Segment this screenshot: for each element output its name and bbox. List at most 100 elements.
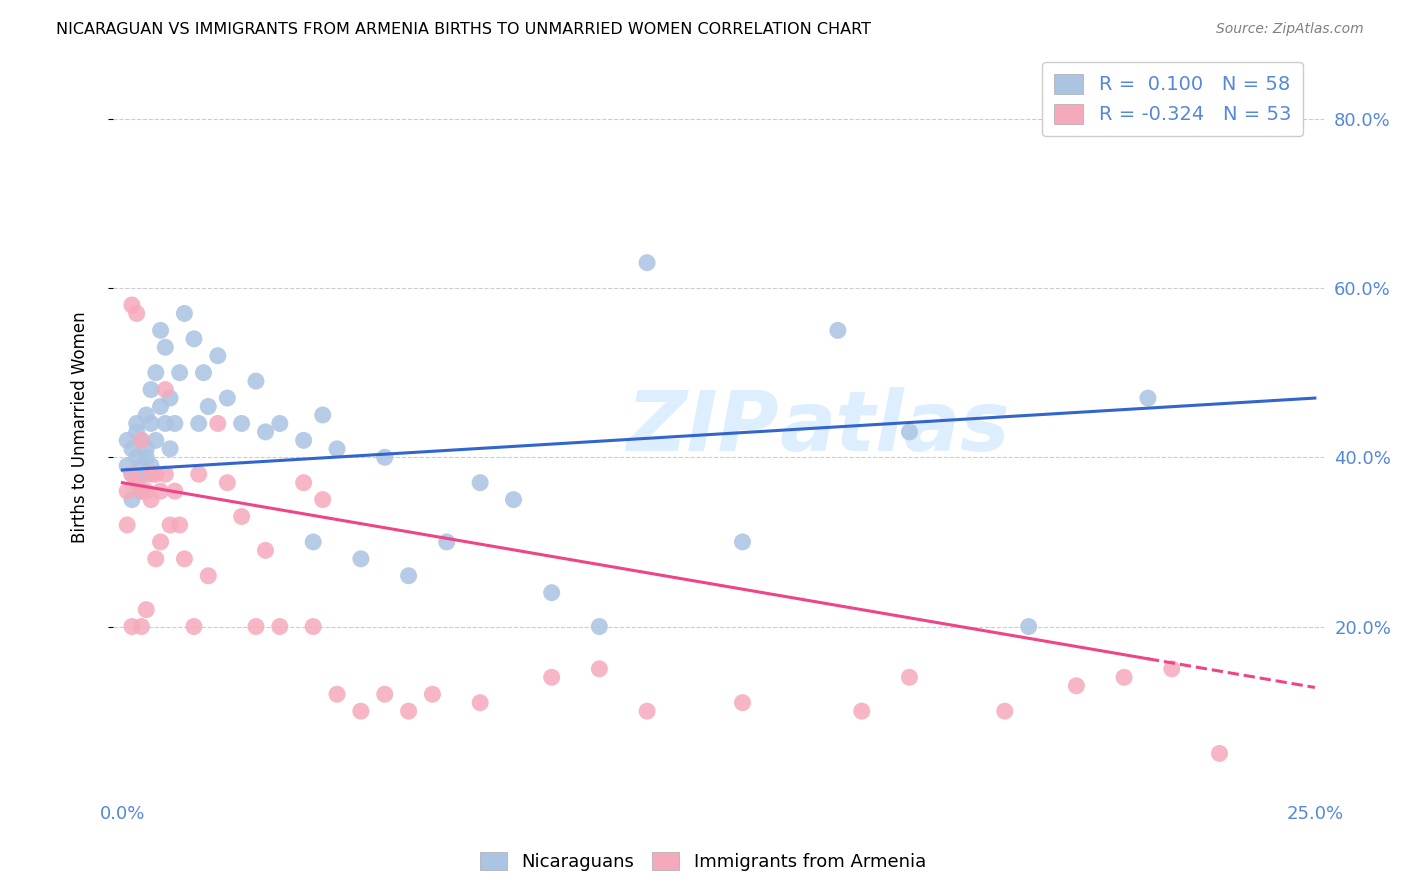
Point bbox=[269, 619, 291, 633]
Point bbox=[145, 434, 167, 448]
Point bbox=[245, 374, 267, 388]
Legend: Nicaraguans, Immigrants from Armenia: Nicaraguans, Immigrants from Armenia bbox=[472, 845, 934, 879]
Point bbox=[1066, 679, 1088, 693]
Point bbox=[350, 551, 373, 566]
Point bbox=[588, 619, 610, 633]
Point bbox=[302, 535, 325, 549]
Point bbox=[350, 704, 373, 718]
Point bbox=[217, 391, 239, 405]
Point bbox=[1112, 670, 1135, 684]
Point bbox=[636, 255, 658, 269]
Point bbox=[125, 475, 148, 490]
Point bbox=[135, 408, 157, 422]
Text: Source: ZipAtlas.com: Source: ZipAtlas.com bbox=[1216, 22, 1364, 37]
Point bbox=[1136, 391, 1159, 405]
Legend: R =  0.100   N = 58, R = -0.324   N = 53: R = 0.100 N = 58, R = -0.324 N = 53 bbox=[1042, 62, 1302, 136]
Point bbox=[374, 450, 396, 465]
Point bbox=[121, 467, 143, 482]
Point bbox=[540, 585, 562, 599]
Point bbox=[540, 670, 562, 684]
Point bbox=[149, 323, 172, 337]
Point bbox=[731, 696, 754, 710]
Point bbox=[115, 458, 138, 473]
Point bbox=[163, 417, 186, 431]
Point bbox=[269, 417, 291, 431]
Point bbox=[135, 602, 157, 616]
Point bbox=[139, 492, 162, 507]
Point bbox=[131, 458, 153, 473]
Point bbox=[254, 425, 277, 439]
Point bbox=[326, 442, 349, 456]
Y-axis label: Births to Unmarried Women: Births to Unmarried Women bbox=[72, 312, 89, 543]
Point bbox=[217, 475, 239, 490]
Point bbox=[145, 551, 167, 566]
Text: NICARAGUAN VS IMMIGRANTS FROM ARMENIA BIRTHS TO UNMARRIED WOMEN CORRELATION CHAR: NICARAGUAN VS IMMIGRANTS FROM ARMENIA BI… bbox=[56, 22, 872, 37]
Point bbox=[1208, 747, 1230, 761]
Point bbox=[139, 383, 162, 397]
Point bbox=[149, 484, 172, 499]
Point bbox=[121, 467, 143, 482]
Point bbox=[326, 687, 349, 701]
Point bbox=[254, 543, 277, 558]
Point bbox=[155, 383, 177, 397]
Point bbox=[139, 458, 162, 473]
Point bbox=[121, 298, 143, 312]
Point bbox=[994, 704, 1017, 718]
Point bbox=[183, 619, 205, 633]
Point bbox=[131, 484, 153, 499]
Point bbox=[115, 518, 138, 533]
Point bbox=[1160, 662, 1182, 676]
Point bbox=[121, 442, 143, 456]
Point bbox=[312, 408, 335, 422]
Point bbox=[231, 509, 253, 524]
Point bbox=[302, 619, 325, 633]
Point bbox=[292, 434, 315, 448]
Point bbox=[131, 484, 153, 499]
Point bbox=[125, 417, 148, 431]
Point bbox=[827, 323, 849, 337]
Point bbox=[155, 417, 177, 431]
Point bbox=[159, 391, 181, 405]
Point bbox=[139, 467, 162, 482]
Point bbox=[159, 518, 181, 533]
Point bbox=[131, 434, 153, 448]
Point bbox=[139, 417, 162, 431]
Point bbox=[588, 662, 610, 676]
Point bbox=[292, 475, 315, 490]
Point bbox=[398, 568, 420, 582]
Point bbox=[197, 400, 219, 414]
Point bbox=[121, 619, 143, 633]
Point bbox=[163, 484, 186, 499]
Point bbox=[159, 442, 181, 456]
Text: ZIP: ZIP bbox=[627, 387, 779, 468]
Point bbox=[312, 492, 335, 507]
Point bbox=[468, 696, 491, 710]
Point bbox=[898, 425, 921, 439]
Point bbox=[135, 442, 157, 456]
Point bbox=[115, 484, 138, 499]
Point bbox=[422, 687, 444, 701]
Point bbox=[183, 332, 205, 346]
Point bbox=[121, 492, 143, 507]
Point bbox=[135, 450, 157, 465]
Point bbox=[149, 400, 172, 414]
Point bbox=[149, 535, 172, 549]
Point bbox=[125, 475, 148, 490]
Point bbox=[193, 366, 215, 380]
Point bbox=[245, 619, 267, 633]
Point bbox=[1018, 619, 1040, 633]
Point bbox=[125, 306, 148, 320]
Point bbox=[155, 340, 177, 354]
Point bbox=[145, 467, 167, 482]
Point bbox=[231, 417, 253, 431]
Point bbox=[436, 535, 458, 549]
Point bbox=[169, 366, 191, 380]
Point bbox=[125, 450, 148, 465]
Point bbox=[398, 704, 420, 718]
Point bbox=[131, 434, 153, 448]
Point bbox=[197, 568, 219, 582]
Point bbox=[125, 425, 148, 439]
Point bbox=[636, 704, 658, 718]
Point bbox=[173, 306, 195, 320]
Point bbox=[135, 484, 157, 499]
